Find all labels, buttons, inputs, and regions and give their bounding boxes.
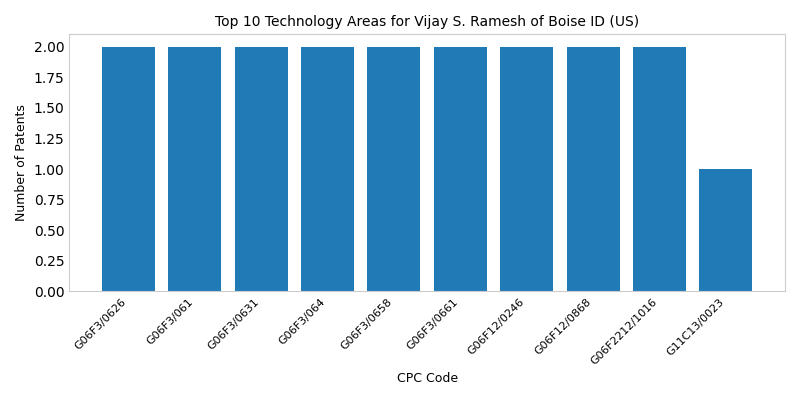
- Bar: [168, 46, 222, 292]
- Bar: [301, 46, 354, 292]
- Bar: [102, 46, 155, 292]
- X-axis label: CPC Code: CPC Code: [397, 372, 458, 385]
- Title: Top 10 Technology Areas for Vijay S. Ramesh of Boise ID (US): Top 10 Technology Areas for Vijay S. Ram…: [215, 15, 639, 29]
- Y-axis label: Number of Patents: Number of Patents: [15, 104, 28, 221]
- Bar: [234, 46, 288, 292]
- Bar: [633, 46, 686, 292]
- Bar: [699, 169, 753, 292]
- Bar: [566, 46, 620, 292]
- Bar: [367, 46, 421, 292]
- Bar: [500, 46, 554, 292]
- Bar: [434, 46, 487, 292]
